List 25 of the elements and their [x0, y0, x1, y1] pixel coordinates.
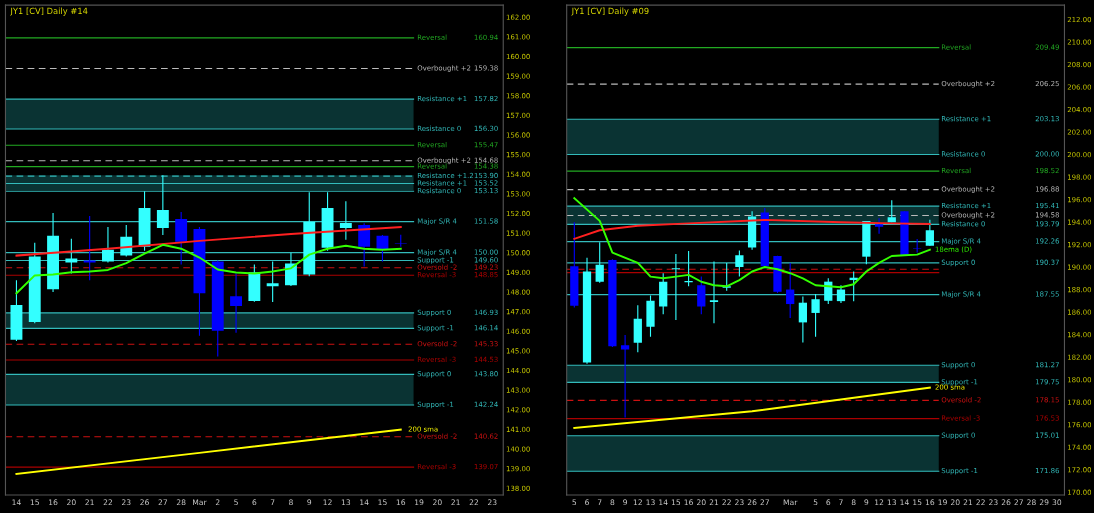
candlestick [120, 224, 133, 258]
chart-title: JY1 [CV] Daily #14 [10, 7, 88, 16]
candlestick [285, 252, 297, 287]
candlestick [266, 260, 279, 303]
line-series [573, 218, 931, 240]
candlestick [709, 260, 719, 324]
candlestick [798, 295, 808, 344]
candlestick [620, 334, 630, 418]
candlestick [339, 200, 352, 241]
candlestick [874, 217, 884, 235]
candlestick [735, 250, 744, 278]
candlestick [925, 219, 934, 247]
candlestick [786, 262, 795, 319]
candlestick [633, 304, 642, 353]
candlestick [156, 174, 169, 236]
candlestick [230, 272, 242, 334]
chart-title: JY1 [CV] Daily #09 [571, 7, 649, 16]
candlestick [102, 226, 114, 264]
candlestick [83, 215, 96, 281]
candlestick [595, 241, 604, 284]
candlestick [811, 293, 820, 338]
candlestick [358, 222, 371, 267]
candlestick [697, 276, 706, 315]
candlestick [175, 211, 188, 265]
candlestick [684, 250, 693, 287]
